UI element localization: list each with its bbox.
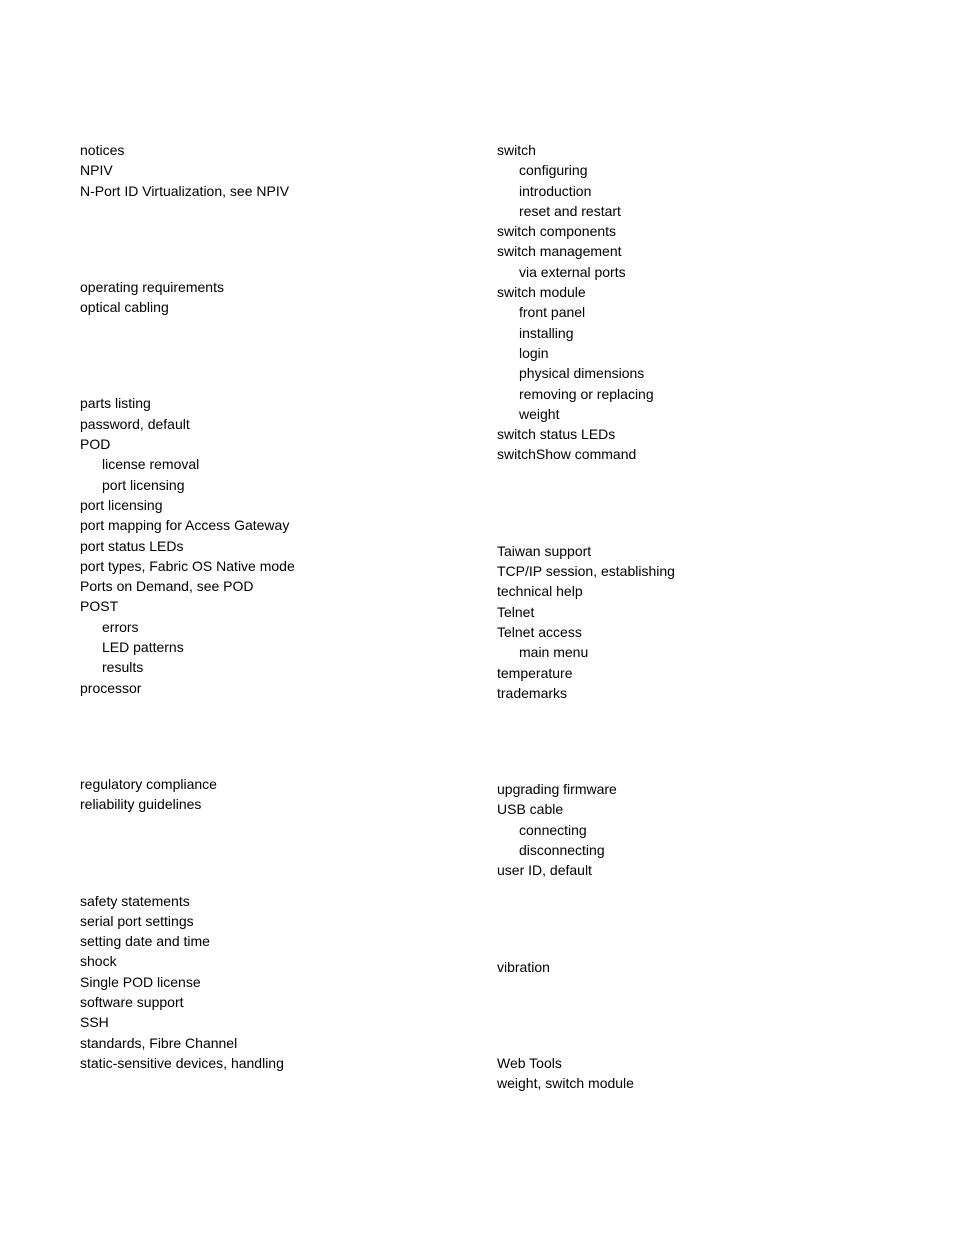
index-entry: USB cable <box>497 799 874 819</box>
index-entry: login <box>497 343 874 363</box>
section-gap <box>497 465 874 541</box>
index-entry: port licensing <box>80 495 457 515</box>
index-entry: vibration <box>497 957 874 977</box>
index-entry: standards, Fibre Channel <box>80 1033 457 1053</box>
index-entry: trademarks <box>497 683 874 703</box>
index-entry: safety statements <box>80 891 457 911</box>
index-entry: technical help <box>497 581 874 601</box>
section-gap <box>497 977 874 1053</box>
index-entry: configuring <box>497 160 874 180</box>
index-column-left: noticesNPIVN-Port ID Virtualization, see… <box>80 140 457 1094</box>
index-entry: software support <box>80 992 457 1012</box>
index-entry: regulatory compliance <box>80 774 457 794</box>
index-entry: port licensing <box>80 475 457 495</box>
index-entry: errors <box>80 617 457 637</box>
index-entry: reliability guidelines <box>80 794 457 814</box>
index-entry: disconnecting <box>497 840 874 860</box>
index-entry: weight <box>497 404 874 424</box>
section-gap <box>80 815 457 891</box>
index-entry: switch management <box>497 241 874 261</box>
index-entry: upgrading firmware <box>497 779 874 799</box>
index-entry: physical dimensions <box>497 363 874 383</box>
index-entry: SSH <box>80 1012 457 1032</box>
index-entry: password, default <box>80 414 457 434</box>
index-entry: introduction <box>497 181 874 201</box>
index-entry: operating requirements <box>80 277 457 297</box>
index-entry: notices <box>80 140 457 160</box>
index-entry: POD <box>80 434 457 454</box>
index-entry: switchShow command <box>497 444 874 464</box>
index-entry: switch status LEDs <box>497 424 874 444</box>
index-entry: optical cabling <box>80 297 457 317</box>
index-entry: switch components <box>497 221 874 241</box>
index-column-right: switchconfiguringintroductionreset and r… <box>497 140 874 1094</box>
section-gap <box>80 201 457 277</box>
section-gap <box>80 698 457 774</box>
index-entry: license removal <box>80 454 457 474</box>
index-entry: weight, switch module <box>497 1073 874 1093</box>
index-entry: results <box>80 657 457 677</box>
index-entry: POST <box>80 596 457 616</box>
index-entry: Ports on Demand, see POD <box>80 576 457 596</box>
index-entry: reset and restart <box>497 201 874 221</box>
index-entry: static-sensitive devices, handling <box>80 1053 457 1073</box>
index-entry: user ID, default <box>497 860 874 880</box>
index-entry: installing <box>497 323 874 343</box>
index-page: noticesNPIVN-Port ID Virtualization, see… <box>0 0 954 1094</box>
index-entry: Taiwan support <box>497 541 874 561</box>
index-entry: Single POD license <box>80 972 457 992</box>
index-entry: main menu <box>497 642 874 662</box>
index-entry: switch module <box>497 282 874 302</box>
section-gap <box>80 317 457 393</box>
index-entry: setting date and time <box>80 931 457 951</box>
index-entry: N-Port ID Virtualization, see NPIV <box>80 181 457 201</box>
section-gap <box>497 881 874 957</box>
section-gap <box>497 703 874 779</box>
index-entry: shock <box>80 951 457 971</box>
index-entry: removing or replacing <box>497 384 874 404</box>
index-entry: Web Tools <box>497 1053 874 1073</box>
index-entry: Telnet <box>497 602 874 622</box>
index-entry: serial port settings <box>80 911 457 931</box>
index-entry: front panel <box>497 302 874 322</box>
index-entry: Telnet access <box>497 622 874 642</box>
index-entry: connecting <box>497 820 874 840</box>
index-entry: parts listing <box>80 393 457 413</box>
index-entry: NPIV <box>80 160 457 180</box>
index-entry: LED patterns <box>80 637 457 657</box>
index-entry: port mapping for Access Gateway <box>80 515 457 535</box>
index-entry: temperature <box>497 663 874 683</box>
index-entry: port status LEDs <box>80 536 457 556</box>
index-entry: port types, Fabric OS Native mode <box>80 556 457 576</box>
index-entry: via external ports <box>497 262 874 282</box>
index-entry: switch <box>497 140 874 160</box>
index-entry: processor <box>80 678 457 698</box>
index-entry: TCP/IP session, establishing <box>497 561 874 581</box>
